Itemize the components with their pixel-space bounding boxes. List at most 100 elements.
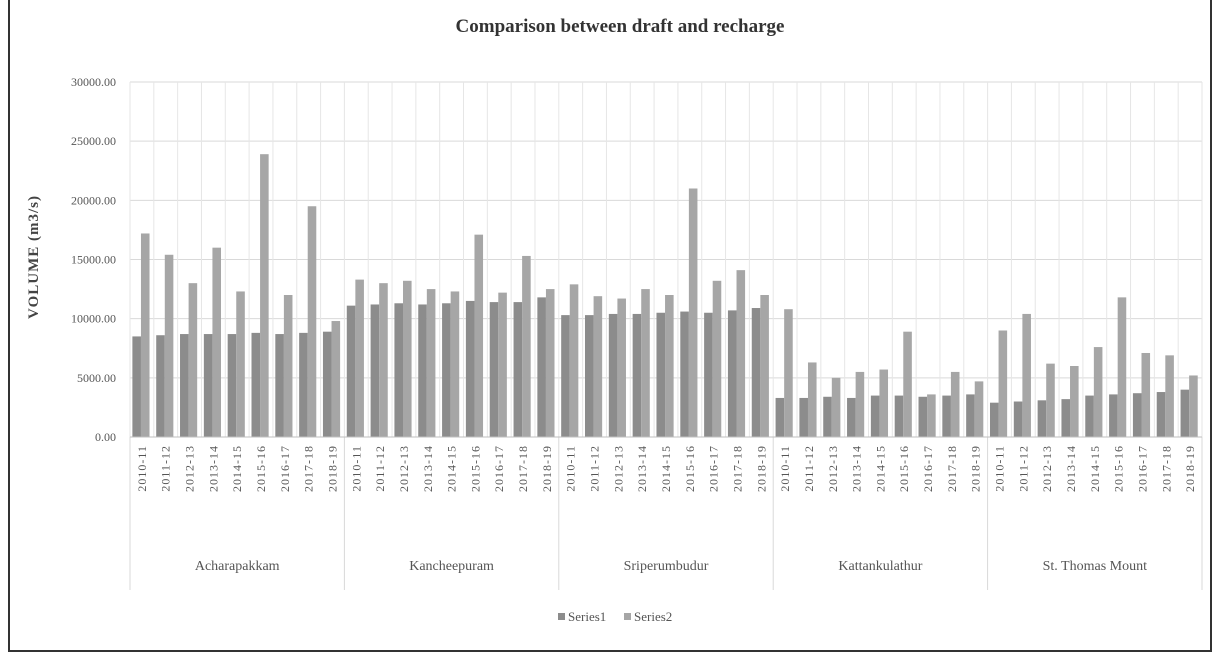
bar-series1	[847, 398, 856, 437]
bar-series2	[498, 293, 507, 437]
x-tick-label: 2014-15	[1088, 445, 1102, 492]
bar-series2	[1165, 355, 1174, 437]
y-tick-label: 0.00	[95, 430, 116, 444]
bar-series2	[879, 370, 888, 437]
bar-series1	[156, 335, 165, 437]
x-tick-label: 2018-19	[754, 445, 768, 492]
bar-series2	[212, 248, 221, 437]
bar-series2	[760, 295, 769, 437]
x-tick-label: 2015-16	[683, 445, 697, 492]
bar-series2	[451, 291, 460, 437]
bar-series1	[132, 336, 141, 437]
bar-series2	[665, 295, 674, 437]
bar-series1	[919, 397, 928, 437]
bar-series2	[737, 270, 746, 437]
x-tick-label: 2018-19	[969, 445, 983, 492]
x-tick-label: 2018-19	[1183, 445, 1197, 492]
bar-series1	[895, 396, 904, 437]
bar-series1	[1014, 402, 1023, 438]
bar-series1	[633, 314, 642, 437]
bar-series2	[856, 372, 865, 437]
group-label: St. Thomas Mount	[1043, 559, 1147, 574]
bar-series2	[403, 281, 412, 437]
x-tick-label: 2014-15	[873, 445, 887, 492]
x-tick-label: 2012-13	[397, 445, 411, 492]
x-tick-label: 2014-15	[659, 445, 673, 492]
bar-series2	[641, 289, 650, 437]
legend: Series1 Series2	[558, 609, 672, 624]
bar-series2	[1094, 347, 1103, 437]
x-tick-label: 2013-14	[635, 445, 649, 492]
bar-series1	[680, 312, 689, 437]
x-tick-label: 2015-16	[1112, 445, 1126, 492]
x-tick-label: 2013-14	[850, 445, 864, 492]
bar-series1	[1061, 399, 1070, 437]
bar-series1	[394, 303, 403, 437]
bar-series1	[418, 304, 427, 437]
bar-series1	[752, 308, 761, 437]
x-tick-label: 2016-17	[921, 445, 935, 492]
bar-series1	[1109, 394, 1118, 437]
bar-series2	[355, 280, 364, 437]
x-tick-label: 2010-11	[349, 445, 363, 492]
x-tick-label: 2012-13	[183, 445, 197, 492]
x-tick-label: 2015-16	[254, 445, 268, 492]
bar-series1	[609, 314, 618, 437]
bar-series2	[594, 296, 603, 437]
x-tick-label: 2011-12	[1016, 445, 1030, 492]
legend-label-series1: Series1	[568, 609, 606, 624]
group-label: Sriperumbudur	[624, 559, 709, 574]
x-tick-labels: 2010-11 2011-12 2012-13 2013-14 2014-15 2015-…	[135, 445, 1197, 492]
bar-series1	[514, 302, 523, 437]
x-tick-label: 2018-19	[540, 445, 554, 492]
bar-series2	[999, 331, 1008, 438]
bar-series2	[689, 189, 698, 438]
y-axis-label: VOLUME (m3/s)	[26, 195, 42, 319]
y-tick-label: 10000.00	[71, 312, 116, 326]
bar-series2	[1141, 353, 1150, 437]
y-tick-label: 20000.00	[71, 193, 116, 207]
bar-series2	[474, 235, 483, 437]
x-tick-label: 2016-17	[707, 445, 721, 492]
bars	[132, 154, 1197, 437]
bar-series2	[379, 283, 388, 437]
x-tick-label: 2014-15	[230, 445, 244, 492]
bar-series2	[308, 206, 317, 437]
x-tick-label: 2011-12	[802, 445, 816, 492]
legend-swatch-series2	[624, 613, 631, 620]
chart-frame: Comparison between draft and recharge VO…	[8, 0, 1212, 652]
legend-label-series2: Series2	[634, 609, 672, 624]
y-tick-label: 25000.00	[71, 134, 116, 148]
bar-series1	[728, 310, 737, 437]
y-tick-label: 30000.00	[71, 75, 116, 89]
bar-series2	[832, 378, 841, 437]
bar-series1	[204, 334, 213, 437]
x-tick-label: 2017-18	[1159, 445, 1173, 492]
bar-series2	[165, 255, 174, 437]
x-tick-label: 2012-13	[611, 445, 625, 492]
bar-series1	[799, 398, 808, 437]
bar-series2	[617, 299, 626, 437]
x-tick-label: 2010-11	[993, 445, 1007, 492]
bar-series2	[189, 283, 198, 437]
bar-series2	[951, 372, 960, 437]
bar-series1	[871, 396, 880, 437]
bar-series2	[784, 309, 793, 437]
x-tick-label: 2011-12	[373, 445, 387, 492]
bar-series2	[1070, 366, 1079, 437]
bar-series1	[1133, 393, 1142, 437]
bar-series1	[251, 333, 260, 437]
bar-series2	[808, 362, 817, 437]
x-tick-label: 2013-14	[206, 445, 220, 492]
bar-series1	[966, 394, 975, 437]
bar-series1	[1181, 390, 1190, 437]
bar-series2	[427, 289, 436, 437]
x-tick-label: 2018-19	[325, 445, 339, 492]
bar-series2	[522, 256, 531, 437]
bar-series1	[371, 304, 380, 437]
bar-series1	[823, 397, 832, 437]
group-label: Kancheepuram	[409, 559, 494, 574]
x-tick-label: 2017-18	[730, 445, 744, 492]
bar-series2	[546, 289, 555, 437]
x-tick-label: 2015-16	[897, 445, 911, 492]
